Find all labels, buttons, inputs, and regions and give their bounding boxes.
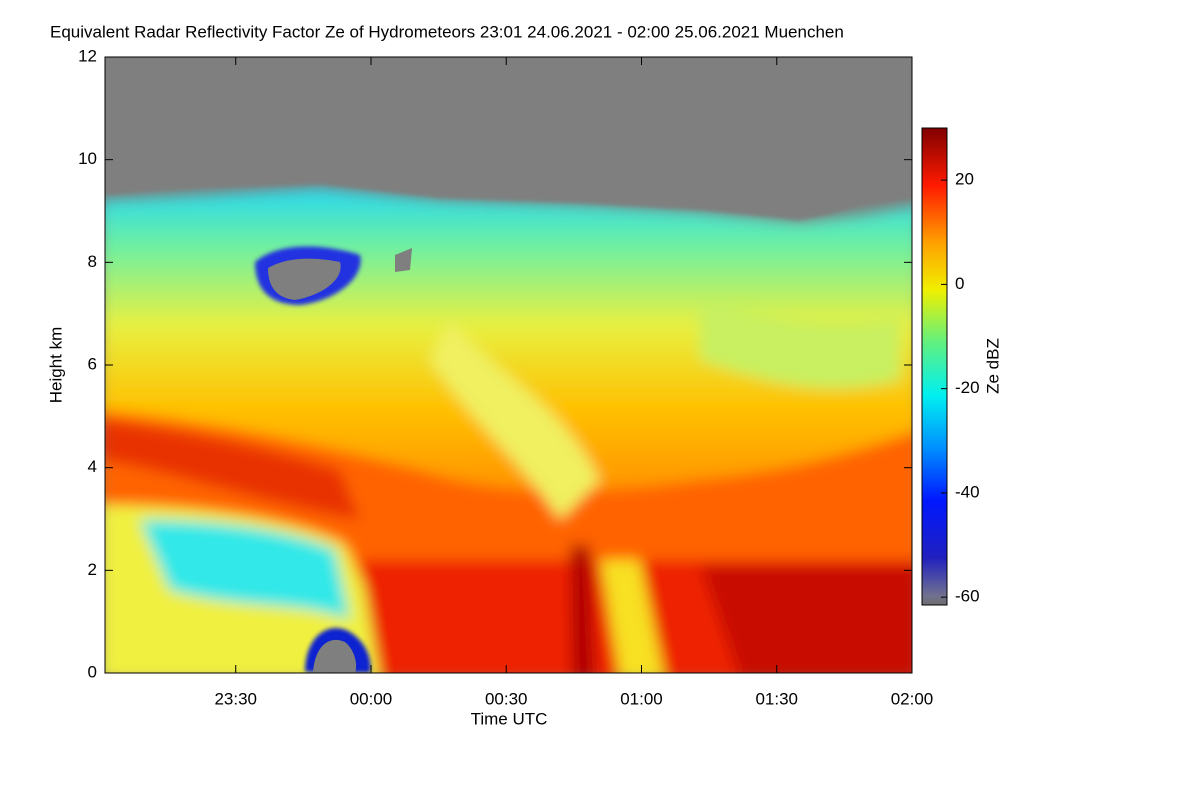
chart-title: Equivalent Radar Reflectivity Factor Ze …	[50, 22, 844, 41]
x-tick-label: 23:30	[214, 689, 257, 708]
reflectivity-field	[105, 57, 912, 673]
x-tick-label: 01:30	[755, 689, 798, 708]
x-tick-label: 01:00	[620, 689, 663, 708]
colorbar-tick-label: -40	[955, 482, 980, 501]
y-tick-label: 10	[78, 149, 97, 168]
x-tick-label: 00:30	[485, 689, 528, 708]
colorbar-label: Ze dBZ	[983, 338, 1002, 394]
colorbar-tick-label: 20	[955, 170, 974, 189]
colorbar	[921, 127, 948, 606]
x-tick-label: 02:00	[891, 689, 934, 708]
y-tick-label: 6	[88, 354, 97, 373]
colorbar-tick-label: 0	[955, 274, 964, 293]
y-tick-label: 0	[88, 662, 97, 681]
y-tick-label: 4	[88, 457, 97, 476]
x-tick-label: 00:00	[350, 689, 393, 708]
y-axis-label: Height km	[46, 327, 65, 404]
y-tick-label: 12	[78, 46, 97, 65]
x-axis-label: Time UTC	[471, 709, 548, 728]
y-tick-label: 2	[88, 560, 97, 579]
y-tick-label: 8	[88, 252, 97, 271]
colorbar-tick-label: -60	[955, 587, 980, 606]
colorbar-tick-label: -20	[955, 378, 980, 397]
